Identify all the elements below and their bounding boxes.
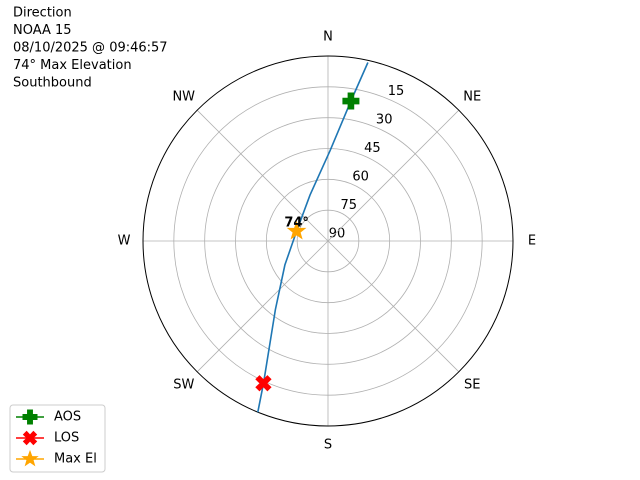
polar-frame (142, 55, 514, 427)
angle-tick-label: W (118, 234, 131, 249)
r-tick-label: 75 (341, 198, 358, 213)
legend-label: AOS (54, 410, 81, 425)
grid-spoke (196, 240, 329, 373)
annotation: 74° (284, 216, 309, 231)
marker-star (286, 220, 307, 240)
title-line: Southbound (13, 76, 92, 91)
grid-spoke (196, 109, 329, 242)
grid-spoke (327, 109, 460, 242)
legend-frame (9, 404, 106, 473)
angle-tick-label: SW (173, 378, 194, 393)
legend-label: Max El (54, 452, 97, 467)
legend-marker (21, 449, 39, 467)
legend-marker (22, 409, 38, 425)
angle-tick-label: SE (464, 378, 480, 393)
r-tick-label: 90 (329, 227, 346, 242)
r-tick-label: 45 (364, 141, 381, 156)
legend-marker (22, 430, 38, 446)
marker-plus (342, 92, 360, 110)
angle-tick-label: E (528, 234, 536, 249)
marker-x (255, 375, 272, 392)
r-tick-label: 30 (376, 113, 393, 128)
angle-tick-label: N (323, 30, 333, 45)
track-line (257, 62, 369, 413)
title-line: 08/10/2025 @ 09:46:57 (13, 41, 168, 56)
grid-spoke (327, 240, 460, 373)
r-tick-label: 15 (388, 84, 405, 99)
title-line: Direction (13, 6, 72, 21)
legend: AOS LOS Max El (9, 404, 106, 473)
title-line: 74° Max Elevation (13, 58, 132, 73)
angle-tick-label: NE (463, 89, 481, 104)
legend-label: LOS (54, 431, 79, 446)
angle-tick-label: S (324, 438, 332, 453)
angle-tick-label: NW (172, 89, 195, 104)
title-line: NOAA 15 (13, 23, 72, 38)
r-tick-label: 60 (352, 170, 369, 185)
